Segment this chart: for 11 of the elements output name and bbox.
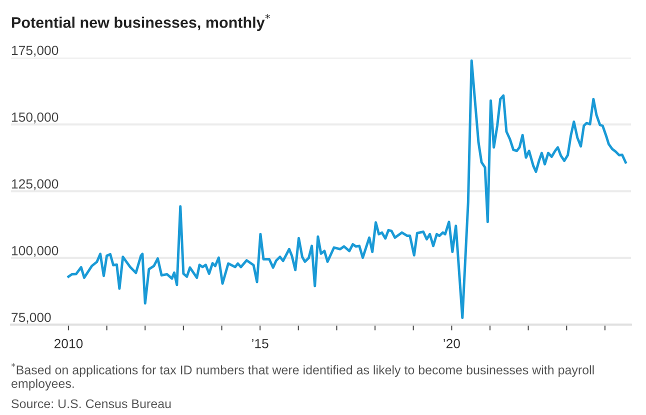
- x-tick-label: ’20: [444, 338, 460, 348]
- y-tick-label: 150,000: [12, 112, 58, 124]
- y-tick-label: 175,000: [12, 46, 58, 57]
- chart-title: Potential new businesses, monthly$^{*}$: [12, 14, 270, 31]
- x-tick-label: ’15: [252, 339, 268, 348]
- source-note: Source: U.S. Census Bureau: [12, 399, 171, 408]
- text: $^{*}$Based on applications for tax ID numbers that were identified as likely to become businesses with payroll employees.: [11, 363, 594, 390]
- y-tick-label: 125,000: [12, 179, 58, 190]
- x-tick-label: 2010: [54, 338, 83, 348]
- y-tick-label: 100,000: [12, 246, 58, 257]
- y-tick-label: 75,000: [12, 312, 51, 324]
